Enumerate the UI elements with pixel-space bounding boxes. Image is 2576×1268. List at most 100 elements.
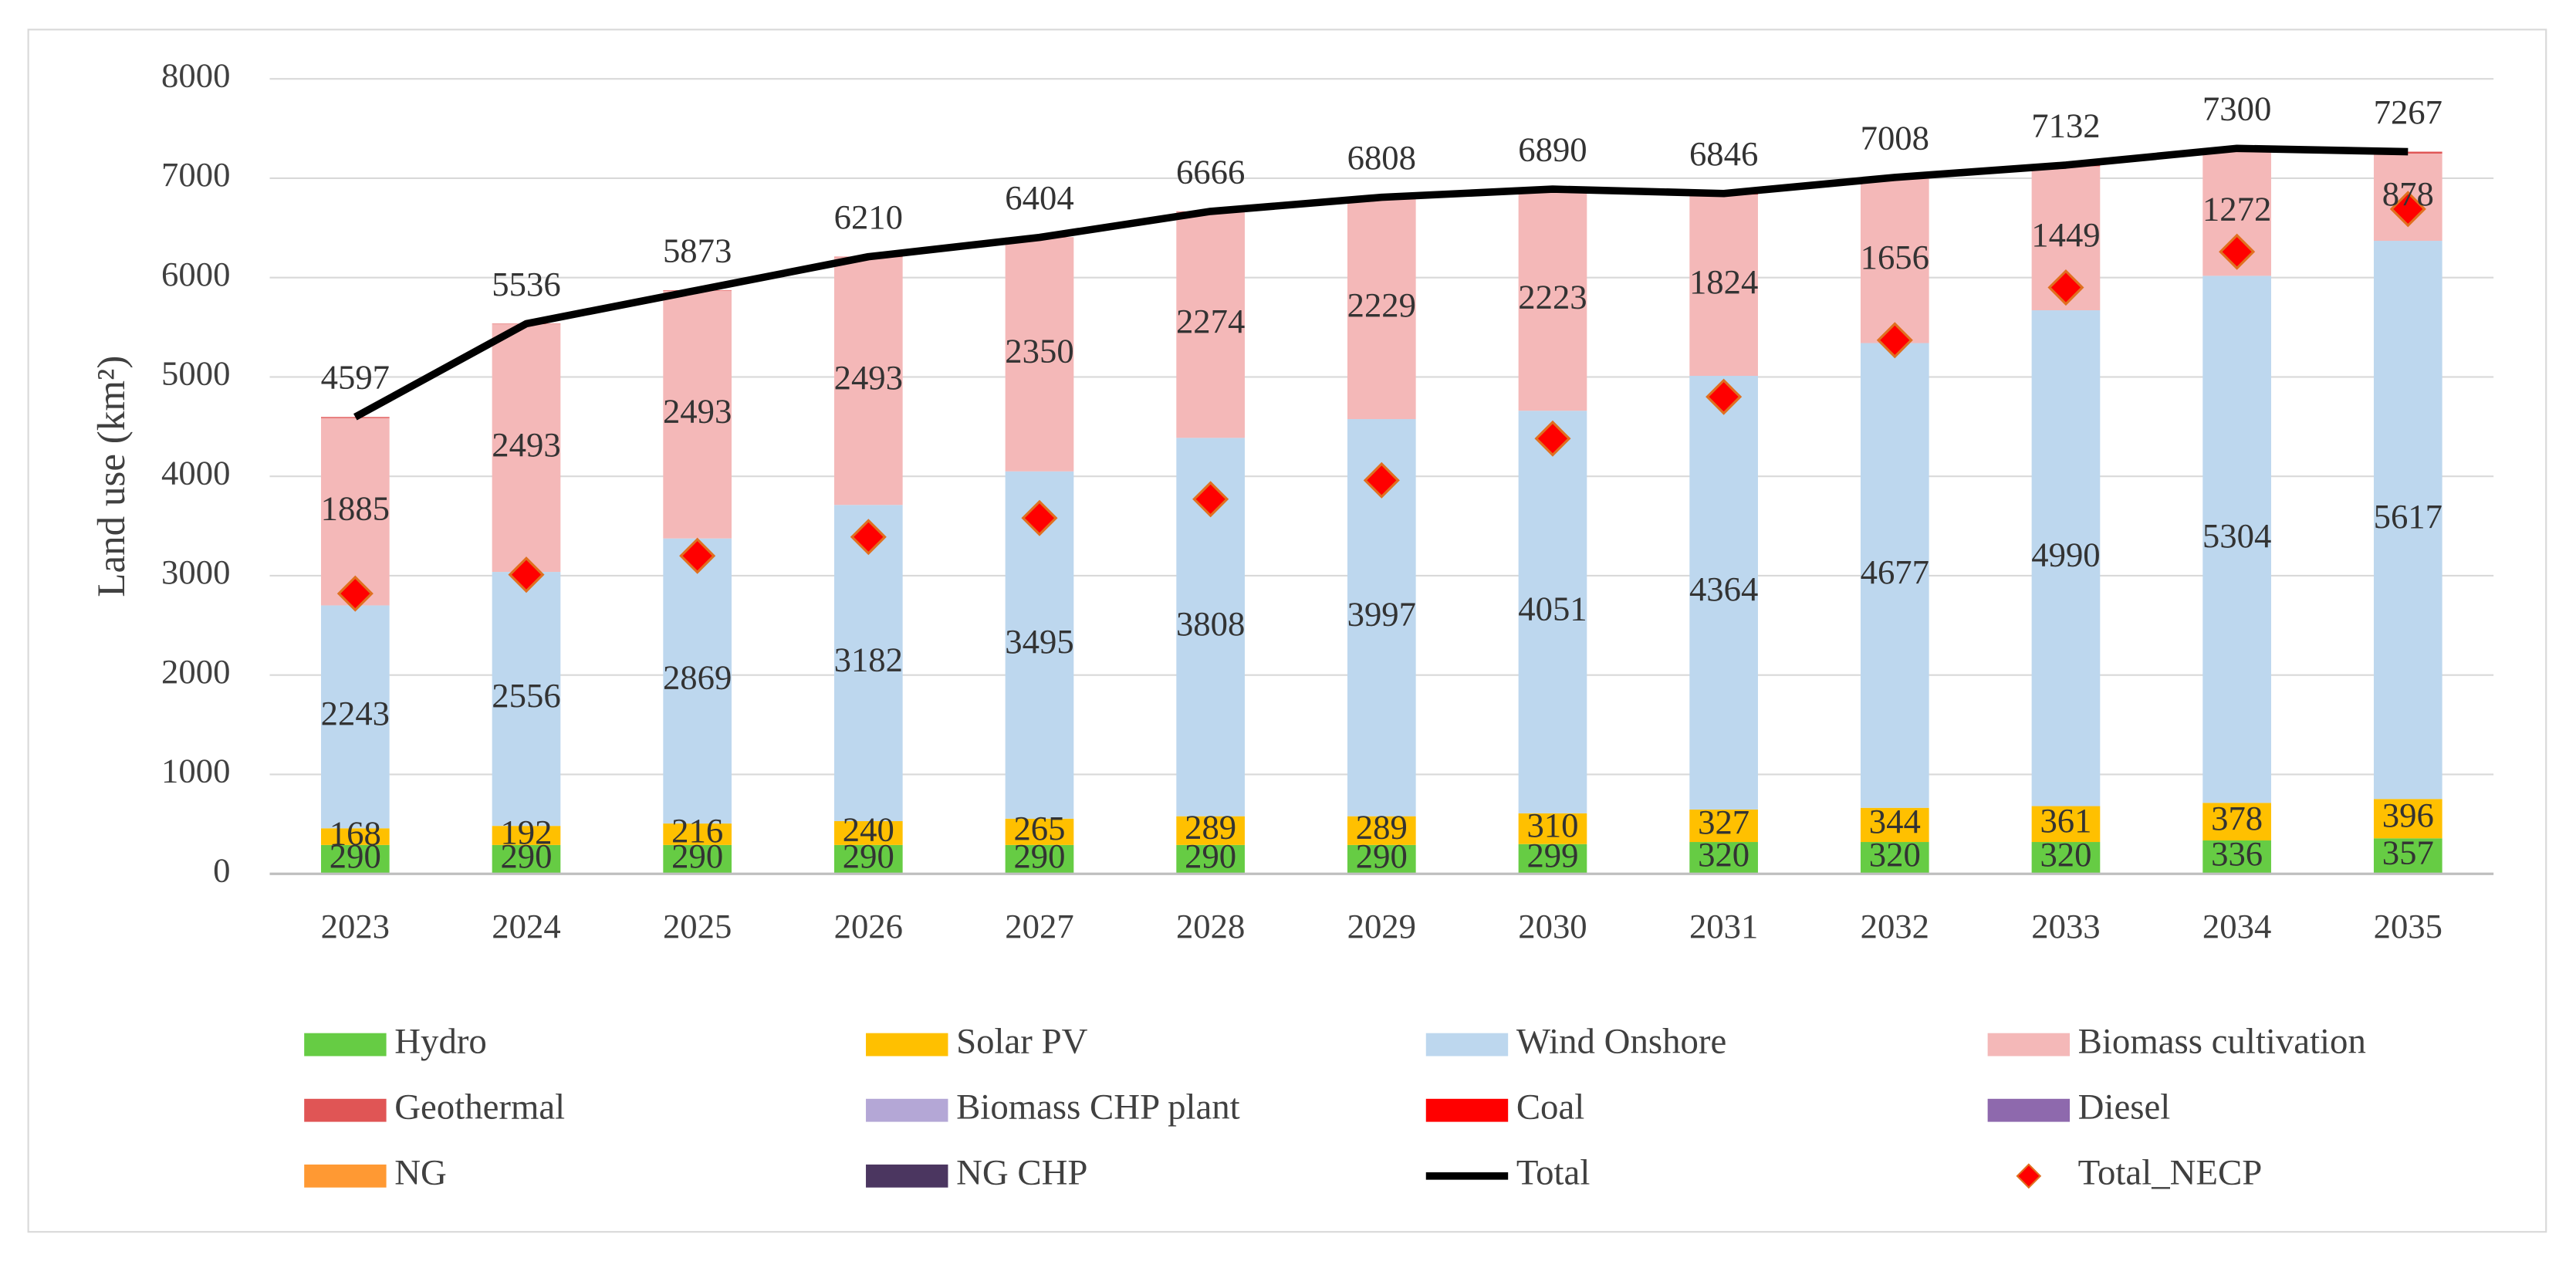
legend-swatch xyxy=(1425,1033,1509,1057)
data-label: 3182 xyxy=(834,640,903,678)
y-tick-label: 8000 xyxy=(161,56,230,94)
legend-swatch xyxy=(304,1098,387,1122)
x-tick-label: 2030 xyxy=(1518,907,1587,945)
data-label: 289 xyxy=(1185,808,1236,847)
legend-swatch xyxy=(866,1164,948,1188)
y-tick-label: 3000 xyxy=(161,553,230,591)
legend-swatch xyxy=(866,1033,948,1057)
bar-segment xyxy=(1176,211,1245,438)
data-label: 4677 xyxy=(1861,553,1929,591)
data-label: 2243 xyxy=(321,694,390,732)
bar-segment xyxy=(1518,813,1587,844)
bar-segment xyxy=(2373,241,2442,800)
bar-segment xyxy=(1176,844,1245,874)
data-label: 5536 xyxy=(492,265,560,303)
data-label: 320 xyxy=(2040,835,2091,874)
necp-marker xyxy=(2219,233,2256,270)
bar-segment xyxy=(2031,310,2101,806)
data-label: 216 xyxy=(671,811,723,850)
data-label: 7008 xyxy=(1861,118,1929,157)
data-label: 2869 xyxy=(663,658,732,697)
legend-label: Biomass cultivation xyxy=(2078,1021,2366,1061)
bar-segment xyxy=(1860,343,1929,808)
x-tick-label: 2025 xyxy=(663,907,732,945)
data-label: 2556 xyxy=(492,676,560,715)
y-tick-label: 6000 xyxy=(161,255,230,293)
bar-segment xyxy=(492,826,561,845)
legend-swatch xyxy=(866,1098,948,1122)
data-label: 265 xyxy=(1013,809,1065,847)
legend-label: Hydro xyxy=(394,1021,487,1061)
data-label: 310 xyxy=(1526,806,1578,844)
bar-segment xyxy=(1689,809,1758,843)
data-label: 4364 xyxy=(1689,570,1758,608)
data-label: 361 xyxy=(2040,801,2091,840)
data-label: 396 xyxy=(2382,796,2434,834)
bar-segment xyxy=(320,828,390,845)
bar-segment xyxy=(1347,844,1416,874)
data-label: 5617 xyxy=(2374,497,2442,536)
bar-segment xyxy=(1518,411,1587,813)
data-label: 320 xyxy=(1869,835,1921,874)
data-label: 6808 xyxy=(1347,138,1416,177)
necp-marker xyxy=(1534,420,1571,457)
data-label: 327 xyxy=(1698,803,1749,841)
necp-marker xyxy=(2389,191,2426,228)
bar-segment xyxy=(663,823,732,845)
data-label: 6666 xyxy=(1176,152,1245,191)
data-label: 1272 xyxy=(2202,190,2271,228)
data-label: 290 xyxy=(671,837,723,875)
bar-segment xyxy=(2202,803,2271,840)
data-label: 290 xyxy=(330,837,381,875)
x-tick-label: 2027 xyxy=(1005,907,1073,945)
x-tick-label: 2035 xyxy=(2374,907,2442,945)
data-label: 1824 xyxy=(1689,262,1758,301)
legend-label: NG CHP xyxy=(956,1153,1087,1193)
bar-segment xyxy=(2031,806,2101,843)
legend-label: Total xyxy=(1516,1153,1591,1193)
bar-segment xyxy=(1005,238,1074,472)
data-label: 5873 xyxy=(663,231,732,269)
data-label: 4597 xyxy=(321,358,390,397)
bar-segment xyxy=(2373,151,2442,154)
legend-label: NG xyxy=(394,1153,447,1193)
data-label: 3495 xyxy=(1005,622,1073,661)
data-label: 7132 xyxy=(2031,106,2100,144)
legend-swatch xyxy=(304,1164,387,1188)
x-tick-label: 2024 xyxy=(492,907,560,945)
data-label: 6404 xyxy=(1005,178,1073,217)
necp-marker xyxy=(679,537,716,574)
data-label: 192 xyxy=(500,813,552,851)
x-tick-label: 2032 xyxy=(1861,907,1929,945)
data-label: 1885 xyxy=(321,489,390,527)
legend-label: Solar PV xyxy=(956,1021,1088,1061)
data-label: 7267 xyxy=(2374,93,2442,131)
bar-segment xyxy=(663,844,732,874)
data-label: 6846 xyxy=(1689,134,1758,173)
data-label: 6890 xyxy=(1518,130,1587,169)
necp-marker xyxy=(1706,378,1743,415)
x-tick-label: 2028 xyxy=(1176,907,1245,945)
data-label: 240 xyxy=(843,810,894,849)
bar-segment xyxy=(1347,198,1416,420)
bar-segment xyxy=(1689,194,1758,377)
data-label: 2493 xyxy=(663,391,732,430)
data-label: 168 xyxy=(330,813,381,852)
data-label: 7300 xyxy=(2202,90,2271,128)
data-label: 299 xyxy=(1526,836,1578,874)
data-label: 289 xyxy=(1356,808,1408,847)
legend-label: Wind Onshore xyxy=(1516,1021,1726,1061)
bar-segment xyxy=(1860,842,1929,874)
data-label: 320 xyxy=(1698,835,1749,874)
bar-segment xyxy=(1689,376,1758,810)
necp-marker xyxy=(850,519,887,556)
necp-marker xyxy=(336,575,374,612)
bar-segment xyxy=(320,605,390,829)
data-label: 290 xyxy=(1013,837,1065,875)
bar-segment xyxy=(1005,844,1074,874)
y-tick-label: 2000 xyxy=(161,652,230,691)
x-tick-label: 2034 xyxy=(2202,907,2271,945)
data-label: 4990 xyxy=(2031,536,2100,574)
x-tick-label: 2029 xyxy=(1347,907,1416,945)
